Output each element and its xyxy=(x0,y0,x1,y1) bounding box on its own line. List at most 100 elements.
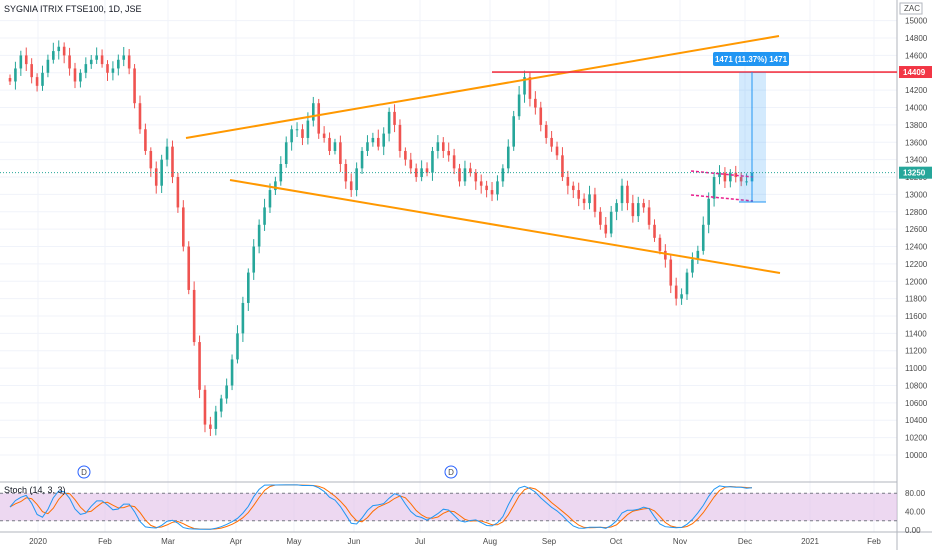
price-tick-label: 12400 xyxy=(905,243,928,252)
candle-body xyxy=(290,129,293,143)
time-axis: 2020 Feb Mar Apr May Jun Jul Aug Sep Oct Nov Dec 202… xyxy=(29,537,881,546)
candle-body xyxy=(122,55,126,60)
candle-body xyxy=(154,168,158,186)
price-tick-label: 10200 xyxy=(905,434,928,443)
chart-title: SYGNIA ITRIX FTSE100, 1D, JSE xyxy=(4,4,142,14)
currency-label: ZAC xyxy=(904,4,920,13)
candle-body xyxy=(349,181,353,191)
candle-body xyxy=(149,150,153,169)
candle-body xyxy=(609,211,613,234)
candle-body xyxy=(685,272,689,295)
candle-body xyxy=(566,177,570,186)
candle-body xyxy=(517,94,521,117)
candle-body xyxy=(322,133,326,138)
candle-body xyxy=(647,207,651,225)
candle-body xyxy=(182,207,185,247)
candle-body xyxy=(718,172,721,178)
candle-body xyxy=(133,68,136,104)
price-tick-label: 10600 xyxy=(905,399,928,408)
price-tick-label: 14600 xyxy=(905,51,928,60)
last-price-label: 13250 xyxy=(903,169,926,178)
time-tick-label: May xyxy=(286,537,301,546)
candle-body xyxy=(95,55,98,60)
candle-body xyxy=(89,59,93,65)
price-tick-label: 13000 xyxy=(905,190,928,199)
candle-body xyxy=(414,168,418,178)
candle-body xyxy=(106,64,109,73)
candle-body xyxy=(561,155,564,178)
flag-lower xyxy=(690,194,754,202)
resistance-price-box xyxy=(899,66,932,79)
candle-body xyxy=(528,77,532,99)
candle-body xyxy=(52,51,55,60)
candle-body xyxy=(653,224,656,238)
candle-body xyxy=(398,124,402,151)
upper-trendline xyxy=(185,35,780,139)
candle-body xyxy=(371,137,375,143)
price-tick-label: 11400 xyxy=(905,329,927,338)
candle-body xyxy=(19,55,23,69)
candle-body xyxy=(745,181,748,183)
candle-body xyxy=(431,150,434,173)
drawings-layer: 1471 (11.37%) 1471 D D xyxy=(0,35,897,479)
candle-body xyxy=(739,177,743,182)
price-axis: 1500014800146001440014200140001380013600… xyxy=(899,2,932,535)
candle-body xyxy=(691,259,694,273)
candle-body xyxy=(73,68,77,82)
price-tick-label: 14000 xyxy=(905,104,928,113)
candle-body xyxy=(593,194,597,212)
candle-body xyxy=(393,111,396,125)
time-tick-label: Sep xyxy=(542,537,557,546)
candle-body xyxy=(317,103,321,134)
stoch-title: Stoch (14, 3, 3) xyxy=(4,485,66,495)
candle-body xyxy=(631,203,635,217)
candle-body xyxy=(127,55,131,69)
price-tick-label: 11800 xyxy=(905,295,927,304)
price-tick-label: 13400 xyxy=(905,156,928,165)
candles-series xyxy=(8,40,754,436)
candle-body xyxy=(41,72,44,86)
price-tick-label: 14200 xyxy=(905,86,928,95)
candle-body xyxy=(328,137,331,151)
price-tick-label: 10000 xyxy=(905,451,928,460)
last-price-box xyxy=(899,166,932,179)
price-tick-label: 10800 xyxy=(905,381,928,390)
candle-body xyxy=(274,181,277,191)
measure-label-box xyxy=(713,52,789,66)
candle-body xyxy=(707,198,710,225)
candle-body xyxy=(712,177,716,199)
candle-body xyxy=(469,168,472,173)
candle-body xyxy=(425,168,429,173)
candle-body xyxy=(295,129,299,131)
candle-body xyxy=(8,78,12,82)
candle-body xyxy=(534,98,537,108)
candle-body xyxy=(46,59,50,73)
price-tick-label: 12600 xyxy=(905,225,928,234)
candle-body xyxy=(680,294,683,299)
candle-body xyxy=(404,150,407,160)
candle-body xyxy=(409,159,413,169)
candle-body xyxy=(247,272,250,303)
candle-body xyxy=(447,150,451,156)
lower-trendline xyxy=(229,179,781,274)
candle-body xyxy=(506,146,510,169)
candle-body xyxy=(658,237,662,251)
price-tick-label: 11600 xyxy=(905,312,927,321)
price-tick-label: 13800 xyxy=(905,121,928,130)
candle-body xyxy=(268,190,272,208)
price-tick-label: 15000 xyxy=(905,17,928,26)
candle-body xyxy=(241,302,245,334)
dividend-marker-label: D xyxy=(448,468,454,477)
resistance-price-label: 14409 xyxy=(903,68,926,77)
candle-body xyxy=(30,64,33,78)
candle-body xyxy=(165,146,169,160)
candle-body xyxy=(35,77,39,86)
candle-body xyxy=(360,150,364,169)
candle-body xyxy=(138,103,142,130)
candle-body xyxy=(209,424,212,429)
candle-body xyxy=(599,211,602,225)
stoch-pane xyxy=(0,484,897,530)
time-tick-label: Aug xyxy=(483,537,497,546)
candle-body xyxy=(192,289,196,343)
